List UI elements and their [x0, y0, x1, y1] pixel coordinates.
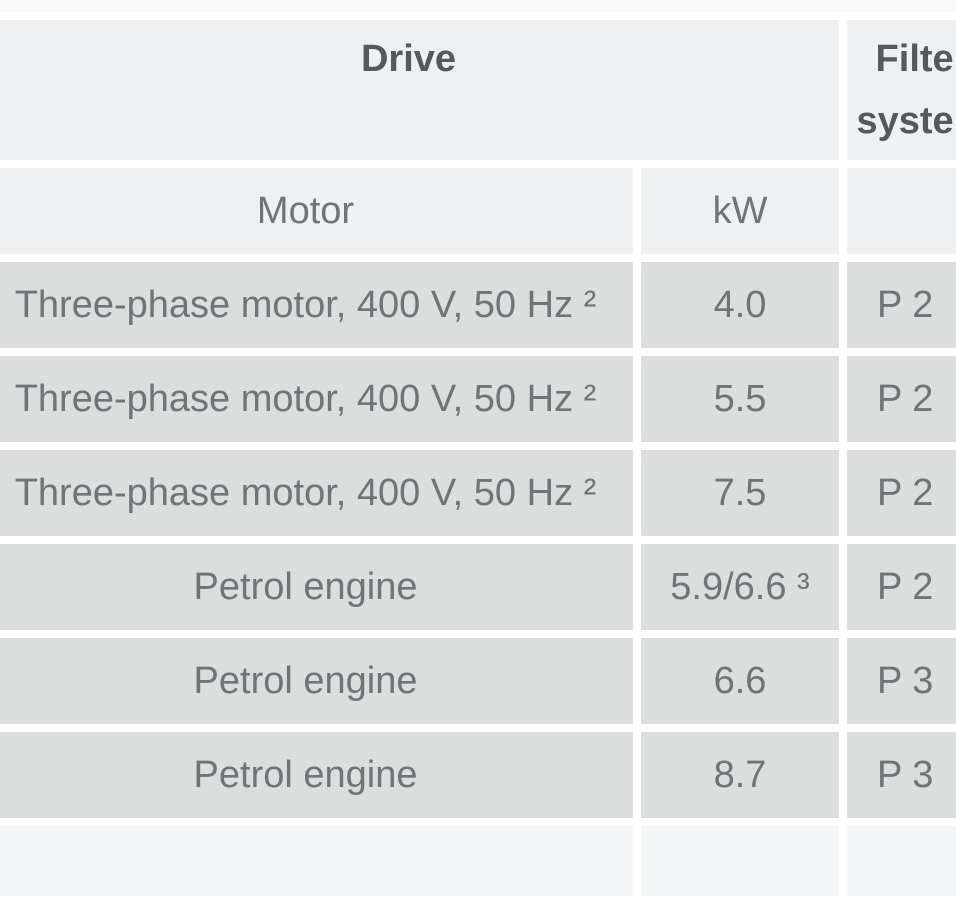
- column-subheader-kw: kW: [641, 168, 839, 254]
- partial-kw-cell: [641, 826, 839, 896]
- motor-cell: Three-phase motor, 400 V, 50 Hz ²: [0, 356, 633, 442]
- spec-table: Drive Filter system Motor kW Three-phase…: [0, 12, 956, 904]
- filter-system-cell: P 3: [847, 638, 956, 724]
- motor-cell: Petrol engine: [0, 638, 633, 724]
- table-row-6: Petrol engine 8.7 P 3: [0, 732, 956, 818]
- kw-cell: 4.0: [641, 262, 839, 348]
- filter-system-cell: P 2: [847, 450, 956, 536]
- spec-table-wrapper: Drive Filter system Motor kW Three-phase…: [0, 12, 956, 904]
- filter-system-cell: P 3: [847, 732, 956, 818]
- table-row-2: Three-phase motor, 400 V, 50 Hz ² 5.5 P …: [0, 356, 956, 442]
- motor-cell: Three-phase motor, 400 V, 50 Hz ²: [0, 262, 633, 348]
- table-row-1: Three-phase motor, 400 V, 50 Hz ² 4.0 P …: [0, 262, 956, 348]
- column-subheader-filter-empty: [847, 168, 956, 254]
- table-row-5: Petrol engine 6.6 P 3: [0, 638, 956, 724]
- table-row-3: Three-phase motor, 400 V, 50 Hz ² 7.5 P …: [0, 450, 956, 536]
- kw-cell: 5.9/6.6 ³: [641, 544, 839, 630]
- table-subheader-row: Motor kW: [0, 168, 956, 254]
- column-subheader-motor: Motor: [0, 168, 633, 254]
- column-header-drive: Drive: [0, 20, 839, 160]
- kw-cell: 5.5: [641, 356, 839, 442]
- kw-cell: 6.6: [641, 638, 839, 724]
- table-row-4: Petrol engine 5.9/6.6 ³ P 2: [0, 544, 956, 630]
- next-row-partial: [0, 826, 956, 896]
- motor-cell: Three-phase motor, 400 V, 50 Hz ²: [0, 450, 633, 536]
- motor-cell: Petrol engine: [0, 732, 633, 818]
- kw-cell: 7.5: [641, 450, 839, 536]
- column-header-filter-system: Filter system: [847, 20, 956, 160]
- kw-cell: 8.7: [641, 732, 839, 818]
- motor-cell: Petrol engine: [0, 544, 633, 630]
- table-header-row: Drive Filter system: [0, 20, 956, 160]
- filter-system-cell: P 2: [847, 544, 956, 630]
- filter-system-cell: P 2: [847, 262, 956, 348]
- partial-motor-cell: [0, 826, 633, 896]
- partial-filter-cell: [847, 826, 956, 896]
- filter-system-cell: P 2: [847, 356, 956, 442]
